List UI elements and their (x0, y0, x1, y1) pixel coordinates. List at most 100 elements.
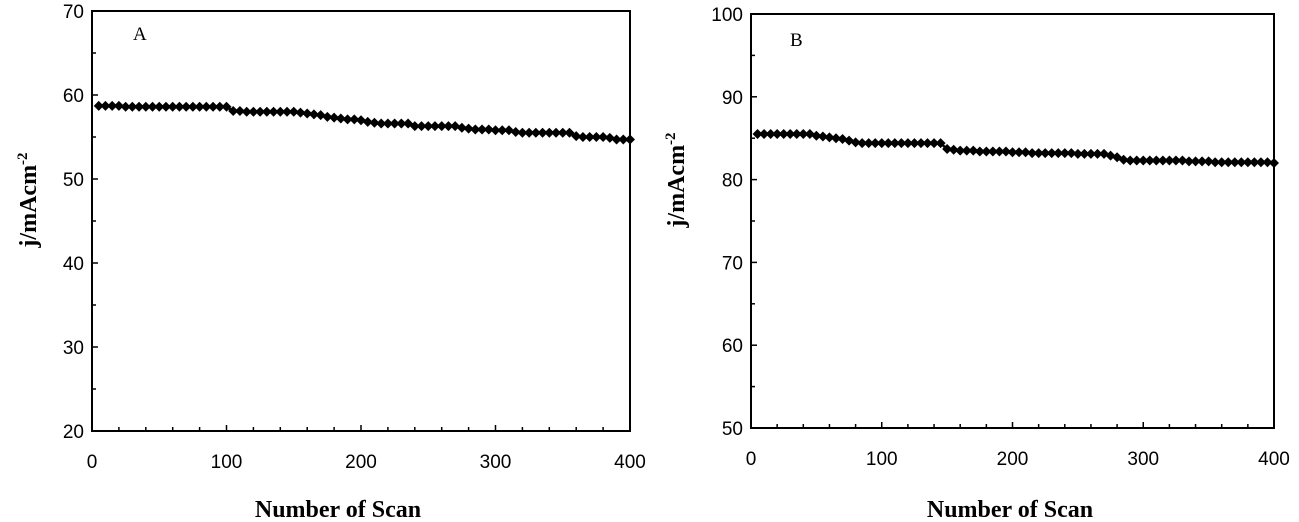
data-point-a-77 (611, 134, 622, 145)
data-point-b-67 (1190, 156, 1201, 167)
data-point-b-35 (981, 146, 992, 157)
y-tick-label-a-4: 60 (63, 86, 84, 107)
data-point-a-37 (342, 114, 353, 125)
plot-frame-b (750, 13, 1275, 429)
panel-label-b: B (790, 30, 803, 51)
data-point-b-78 (1262, 157, 1273, 168)
data-point-b-32 (961, 145, 972, 156)
data-point-a-48 (416, 121, 427, 132)
data-point-b-47 (1059, 148, 1070, 159)
data-point-a-9 (154, 101, 165, 112)
data-point-a-49 (423, 121, 434, 132)
x-tick-label-a-2: 200 (345, 452, 377, 473)
data-point-b-19 (876, 138, 887, 149)
data-point-a-23 (248, 106, 259, 117)
data-point-a-22 (241, 106, 252, 117)
y-tick-label-a-2: 40 (63, 254, 84, 275)
data-point-b-45 (1046, 148, 1057, 159)
data-point-a-30 (295, 107, 306, 118)
y-tick-label-b-2: 70 (722, 253, 743, 274)
data-point-b-31 (955, 145, 966, 156)
data-point-b-37 (994, 146, 1005, 157)
x-tick-label-b-2: 200 (997, 449, 1029, 470)
data-point-a-69 (557, 127, 568, 138)
data-point-b-39 (1007, 147, 1018, 158)
data-point-a-54 (456, 122, 467, 133)
data-point-a-25 (261, 106, 272, 117)
data-point-a-64 (524, 127, 535, 138)
data-point-b-20 (883, 138, 894, 149)
series-group-a (93, 100, 635, 145)
x-axis-title-b: Number of Scan (927, 497, 1093, 522)
data-point-b-79 (1269, 158, 1279, 169)
data-point-a-11 (167, 101, 178, 112)
data-point-b-2 (765, 129, 776, 140)
data-point-b-30 (948, 144, 959, 155)
data-point-a-50 (429, 121, 440, 132)
data-point-b-40 (1014, 147, 1025, 158)
data-point-a-76 (604, 132, 615, 143)
data-point-a-78 (618, 134, 629, 145)
data-point-a-28 (282, 106, 293, 117)
data-point-b-10 (817, 131, 828, 142)
data-point-a-33 (315, 110, 326, 121)
data-point-b-28 (935, 138, 946, 149)
data-point-a-42 (376, 118, 387, 129)
data-point-b-17 (863, 138, 874, 149)
data-point-a-79 (625, 134, 635, 145)
data-point-a-21 (234, 105, 245, 116)
data-point-b-61 (1151, 155, 1162, 166)
data-point-a-26 (268, 106, 279, 117)
x-tick-label-b-3: 300 (1127, 449, 1159, 470)
data-point-b-16 (857, 138, 868, 149)
data-point-b-64 (1170, 155, 1181, 166)
data-point-b-70 (1210, 157, 1221, 168)
x-tick-label-b-0: 0 (746, 449, 757, 470)
data-point-b-21 (889, 138, 900, 149)
chart-panel-a: 20 30 40 50 60 70 0 100 200 300 400 A Number of Sc… (15, 2, 646, 522)
data-point-b-66 (1184, 156, 1195, 167)
data-point-a-20 (228, 105, 239, 116)
data-point-b-15 (850, 137, 861, 148)
data-point-a-71 (571, 131, 582, 142)
chart-panel-b: 50 60 70 80 90 100 0 100 200 300 400 B Number of S… (663, 5, 1290, 522)
data-point-a-51 (436, 121, 447, 132)
data-point-a-32 (308, 109, 319, 120)
data-point-b-52 (1092, 148, 1103, 159)
y-tick-label-a-0: 20 (63, 422, 84, 443)
y-tick-label-b-1: 60 (722, 336, 743, 357)
data-point-a-72 (577, 132, 588, 142)
data-point-b-72 (1223, 157, 1234, 168)
y-tick-label-a-1: 30 (63, 338, 84, 359)
data-point-a-55 (463, 123, 474, 134)
data-point-a-6 (134, 101, 145, 112)
x-tick-label-a-4: 400 (614, 452, 646, 473)
data-point-a-53 (450, 121, 461, 132)
data-point-b-25 (915, 138, 926, 149)
data-point-b-11 (824, 132, 835, 143)
data-point-b-18 (870, 138, 881, 149)
data-point-a-62 (510, 126, 521, 137)
data-point-b-75 (1242, 157, 1253, 168)
data-point-a-3 (113, 100, 124, 111)
y-axis-title-b-main: j/mAcm (664, 145, 690, 229)
data-point-b-43 (1033, 148, 1044, 159)
data-point-b-6 (791, 129, 802, 140)
x-tick-label-b-1: 100 (866, 449, 898, 470)
y-tick-label-b-5: 100 (711, 5, 743, 26)
data-point-b-68 (1197, 156, 1208, 167)
data-point-a-34 (322, 111, 333, 122)
y-tick-label-a-3: 50 (63, 170, 84, 191)
data-point-a-73 (584, 132, 595, 142)
x-tick-label-a-1: 100 (211, 452, 243, 473)
data-point-b-34 (974, 146, 985, 157)
data-point-b-58 (1131, 155, 1142, 166)
data-point-a-8 (147, 101, 158, 112)
y-axis-title-b-sup: -2 (663, 132, 679, 145)
data-point-a-5 (127, 101, 138, 112)
data-point-a-61 (503, 125, 514, 136)
data-point-b-57 (1125, 155, 1136, 166)
data-point-b-48 (1066, 148, 1077, 159)
y-axis-title-b: j/mAcm-2 (663, 132, 690, 228)
